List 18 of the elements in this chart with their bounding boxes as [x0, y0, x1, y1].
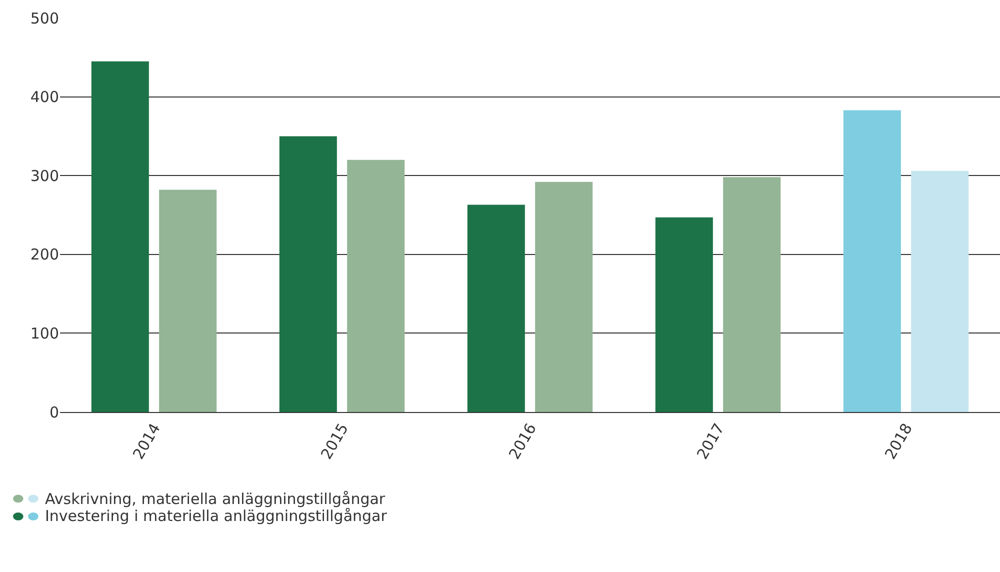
legend-label: Avskrivning, materiella anläggningstillgångar	[45, 490, 386, 508]
bar	[159, 190, 217, 412]
bar	[723, 177, 781, 412]
bar	[843, 110, 901, 412]
bar	[655, 217, 713, 412]
legend-label: Investering i materiella anläggningstillgångar	[45, 507, 388, 525]
bar	[279, 136, 337, 412]
bar	[535, 182, 593, 412]
y-tick-label: 300	[30, 166, 59, 185]
y-tick-label: 200	[30, 246, 59, 264]
y-tick-label: 500	[30, 9, 59, 28]
bar	[911, 170, 969, 412]
y-tick-label: 100	[30, 324, 59, 342]
bar	[467, 204, 525, 412]
bar	[347, 160, 405, 412]
y-tick-label: 0	[49, 403, 59, 422]
bar	[91, 61, 149, 412]
y-tick-label: 400	[30, 88, 59, 106]
